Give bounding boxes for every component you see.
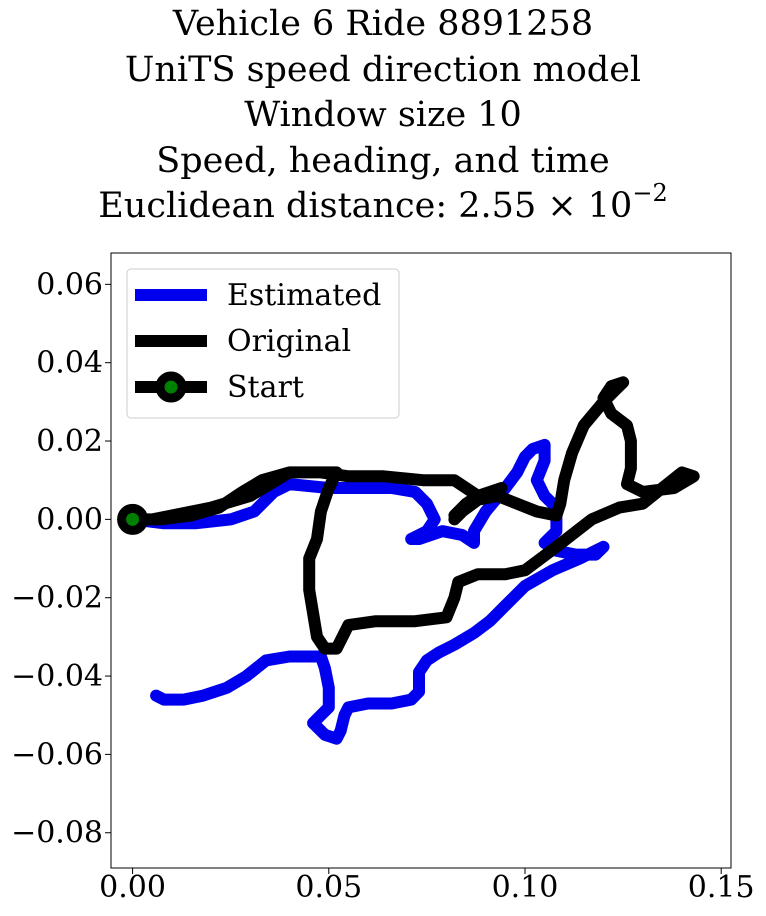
y-tick-label: 0.00	[36, 502, 103, 537]
y-tick-label: −0.02	[11, 581, 103, 616]
title-metric-exponent: −2	[632, 179, 668, 208]
legend-label-start: Start	[227, 370, 304, 405]
title-line-5: Euclidean distance: 2.55 × 10−2	[0, 181, 766, 230]
start-marker	[117, 503, 149, 535]
legend-label-estimated: Estimated	[227, 278, 381, 313]
y-tick-label: 0.02	[36, 424, 103, 459]
title-line-2: UniTS speed direction model	[124, 49, 642, 90]
legend-frame	[126, 268, 400, 419]
legend: Estimated Original Start	[126, 268, 400, 419]
legend-label-original: Original	[227, 324, 351, 359]
plot-area	[117, 376, 700, 745]
x-axis: 0.00 0.05 0.10 0.15	[99, 868, 755, 905]
x-tick-label: 0.00	[99, 870, 166, 905]
y-tick-label: −0.08	[11, 816, 103, 851]
title-line-3: Window size 10	[244, 95, 522, 135]
x-tick-label: 0.10	[492, 870, 559, 905]
title-line-1: Vehicle 6 Ride 8891258	[172, 4, 594, 44]
title-metric-text: Euclidean distance: 2.55 × 10	[98, 186, 633, 226]
y-tick-label: −0.04	[11, 659, 103, 694]
x-tick-label: 0.15	[688, 870, 755, 905]
y-tick-label: 0.06	[36, 267, 103, 302]
legend-start-marker	[155, 371, 187, 403]
y-tick-label: −0.06	[11, 737, 103, 772]
series-line-estimated	[126, 438, 610, 745]
y-axis: 0.06 0.04 0.02 0.00 −0.02 −0.04 −0.06 −0.08	[11, 267, 111, 851]
x-tick-label: 0.05	[295, 870, 362, 905]
series-line-original	[126, 376, 700, 655]
title-line-4: Speed, heading, and time	[156, 140, 610, 181]
chart-title: Vehicle 6 Ride 8891258 UniTS speed direc…	[0, 2, 766, 230]
y-tick-label: 0.04	[36, 346, 103, 381]
plot-frame	[110, 252, 732, 869]
